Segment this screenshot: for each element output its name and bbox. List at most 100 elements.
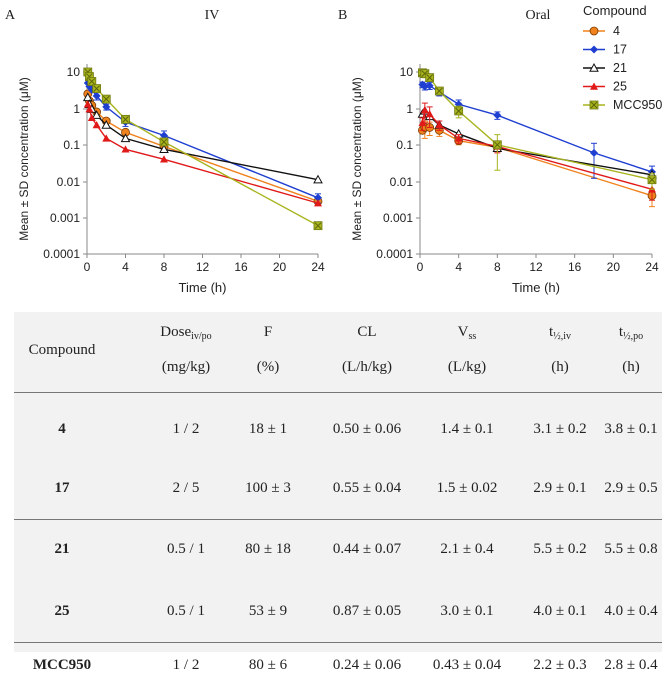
- table-cell: 2.8 ± 0.4: [604, 657, 658, 673]
- table-cell: 1.4 ± 0.1: [440, 421, 494, 437]
- header-subscript: iv/po: [191, 331, 212, 342]
- panel-label: B: [338, 8, 347, 23]
- header-unit: (L/kg): [447, 359, 487, 375]
- header-5: t½,iv: [500, 324, 620, 342]
- chart-title: IV: [205, 8, 220, 23]
- x-tick-label: 16: [234, 260, 248, 274]
- table-cell: 3.0 ± 0.1: [440, 603, 494, 619]
- header-unit: (%): [256, 359, 280, 375]
- data-point: [425, 110, 434, 118]
- data-point-cross: [314, 222, 322, 230]
- y-axis-label: Mean ± SD concentration (μM): [17, 77, 31, 241]
- data-point: [121, 145, 130, 153]
- legend-title: Compound: [583, 3, 647, 18]
- row-compound: 17: [54, 480, 70, 496]
- table-cell: 4.0 ± 0.1: [533, 603, 587, 619]
- data-point: [420, 106, 429, 114]
- y-tick-label: 0.0001: [376, 247, 413, 261]
- table-cell: 5.5 ± 0.2: [533, 541, 587, 557]
- x-tick-label: 8: [161, 260, 168, 274]
- series-line: [87, 97, 319, 181]
- y-tick-label: 1: [73, 102, 80, 116]
- y-tick-label: 10: [400, 65, 414, 79]
- data-point: [314, 199, 322, 207]
- x-tick-label: 0: [417, 260, 424, 274]
- data-point: [92, 91, 101, 100]
- table-cell: 0.50 ± 0.06: [332, 421, 402, 437]
- series-17: [83, 78, 322, 204]
- table-cell: 2.9 ± 0.1: [533, 480, 587, 496]
- header-subscript: ½,po: [623, 331, 644, 342]
- table-cell: 5.5 ± 0.8: [604, 541, 658, 557]
- table-cell: 1.5 ± 0.02: [436, 480, 498, 496]
- header-main: t: [618, 324, 624, 340]
- table-cell: 0.5 / 1: [167, 603, 205, 619]
- series-4: [418, 120, 657, 208]
- header-2: F: [208, 324, 328, 341]
- data-point: [590, 148, 598, 157]
- header-6: t½,po: [571, 324, 666, 342]
- header-subscript: ss: [468, 331, 477, 342]
- x-tick-label: 24: [311, 260, 325, 274]
- data-point: [493, 111, 502, 120]
- series-mcc950: [83, 67, 323, 231]
- chart-panel-iv: A IV 0.0001 0.001 0.01 0.1 1 10 0 4 8 12 16 20 24 Time …: [5, 8, 325, 295]
- data-point-cross: [590, 101, 598, 109]
- series-4: [83, 89, 323, 206]
- x-tick-label: 8: [494, 260, 501, 274]
- header-main: V: [457, 324, 469, 340]
- data-point: [102, 102, 111, 111]
- data-point: [91, 110, 102, 119]
- y-tick-label: 0.01: [57, 175, 81, 189]
- header-unit: (mg/kg): [161, 359, 211, 375]
- data-point-cross: [455, 107, 463, 115]
- y-tick-label: 0.1: [63, 138, 80, 152]
- data-point: [159, 144, 169, 154]
- table-cell: 2 / 5: [172, 480, 200, 496]
- table-cell: 2.9 ± 0.5: [604, 480, 658, 496]
- data-point-cross: [648, 176, 656, 184]
- data-point: [101, 119, 112, 129]
- data-point: [454, 134, 463, 142]
- table-rule: [14, 392, 662, 393]
- table-cell: 18 ± 1: [248, 421, 288, 437]
- data-point: [589, 26, 599, 36]
- data-point: [102, 134, 111, 142]
- x-tick-label: 12: [529, 260, 543, 274]
- legend-label: 21: [613, 61, 627, 75]
- table-rule: [14, 642, 662, 643]
- header-1: Doseiv/po: [126, 324, 246, 342]
- table-cell: 3.1 ± 0.2: [533, 421, 587, 437]
- x-tick-label: 16: [568, 260, 582, 274]
- header-main: F: [263, 324, 273, 340]
- series-line: [421, 108, 653, 190]
- series-21: [417, 105, 657, 179]
- header-unit: (h): [551, 359, 569, 375]
- data-point: [418, 118, 427, 127]
- x-tick-label: 20: [273, 260, 287, 274]
- table-cell: 3.8 ± 0.1: [604, 421, 658, 437]
- data-point: [83, 100, 92, 108]
- data-point: [87, 113, 96, 122]
- x-axis-label: Time (h): [512, 280, 560, 295]
- data-point: [590, 45, 598, 54]
- pk-parameters-table: Compound Doseiv/po (mg/kg) F (%) CL (L/h/kg) Vs…: [14, 312, 662, 673]
- y-tick-label: 10: [67, 65, 81, 79]
- y-tick-label: 0.1: [396, 138, 413, 152]
- data-point: [120, 133, 131, 143]
- header-main: Dose: [160, 324, 192, 340]
- data-point: [160, 155, 168, 163]
- y-tick-label: 0.001: [50, 211, 80, 225]
- data-point-cross: [102, 95, 110, 103]
- data-point: [85, 105, 94, 113]
- header-compound: Compound: [28, 342, 96, 358]
- y-tick-label: 0.001: [383, 211, 413, 225]
- legend-label: 4: [613, 24, 620, 38]
- table-cell: 100 ± 3: [245, 480, 291, 496]
- table-cell: 1 / 2: [172, 421, 200, 437]
- header-3: CL: [307, 324, 427, 341]
- data-point: [590, 82, 598, 90]
- header-4: Vss: [407, 324, 527, 342]
- data-point: [92, 120, 101, 129]
